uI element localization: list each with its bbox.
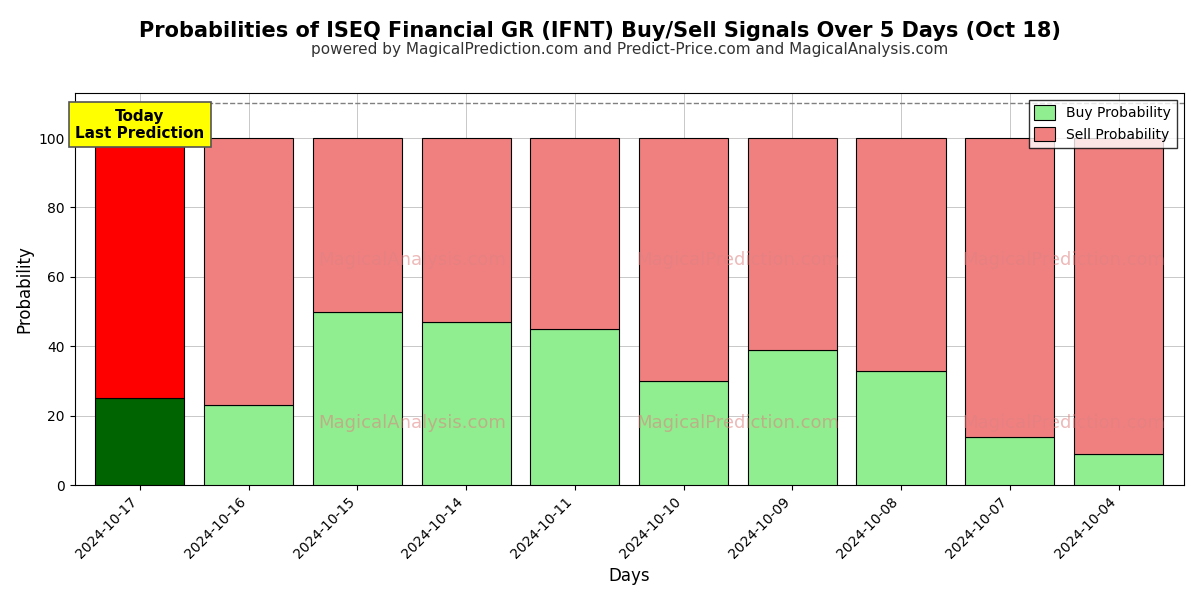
Bar	[530, 138, 619, 329]
Text: MagicalPrediction.com: MagicalPrediction.com	[636, 251, 840, 269]
Bar	[965, 138, 1055, 437]
Y-axis label: Probability: Probability	[16, 245, 34, 333]
Bar	[204, 406, 293, 485]
Text: MagicalPrediction.com: MagicalPrediction.com	[962, 413, 1165, 431]
Bar	[313, 138, 402, 311]
Text: MagicalAnalysis.com: MagicalAnalysis.com	[318, 251, 505, 269]
Legend: Buy Probability, Sell Probability: Buy Probability, Sell Probability	[1028, 100, 1177, 148]
Bar	[95, 398, 185, 485]
Text: MagicalPrediction.com: MagicalPrediction.com	[962, 251, 1165, 269]
Bar	[857, 371, 946, 485]
Text: MagicalAnalysis.com: MagicalAnalysis.com	[318, 413, 505, 431]
Bar	[1074, 454, 1163, 485]
Text: Today
Last Prediction: Today Last Prediction	[76, 109, 204, 141]
Bar	[204, 138, 293, 406]
Bar	[313, 311, 402, 485]
Bar	[530, 329, 619, 485]
Bar	[965, 437, 1055, 485]
Bar	[1074, 138, 1163, 454]
Bar	[857, 138, 946, 371]
Bar	[748, 350, 836, 485]
Bar	[640, 138, 728, 381]
Bar	[748, 138, 836, 350]
Bar	[421, 138, 511, 322]
Bar	[640, 381, 728, 485]
Title: powered by MagicalPrediction.com and Predict-Price.com and MagicalAnalysis.com: powered by MagicalPrediction.com and Pre…	[311, 42, 948, 57]
Text: MagicalPrediction.com: MagicalPrediction.com	[636, 413, 840, 431]
X-axis label: Days: Days	[608, 567, 650, 585]
Bar	[95, 138, 185, 398]
Bar	[421, 322, 511, 485]
Text: Probabilities of ISEQ Financial GR (IFNT) Buy/Sell Signals Over 5 Days (Oct 18): Probabilities of ISEQ Financial GR (IFNT…	[139, 21, 1061, 41]
